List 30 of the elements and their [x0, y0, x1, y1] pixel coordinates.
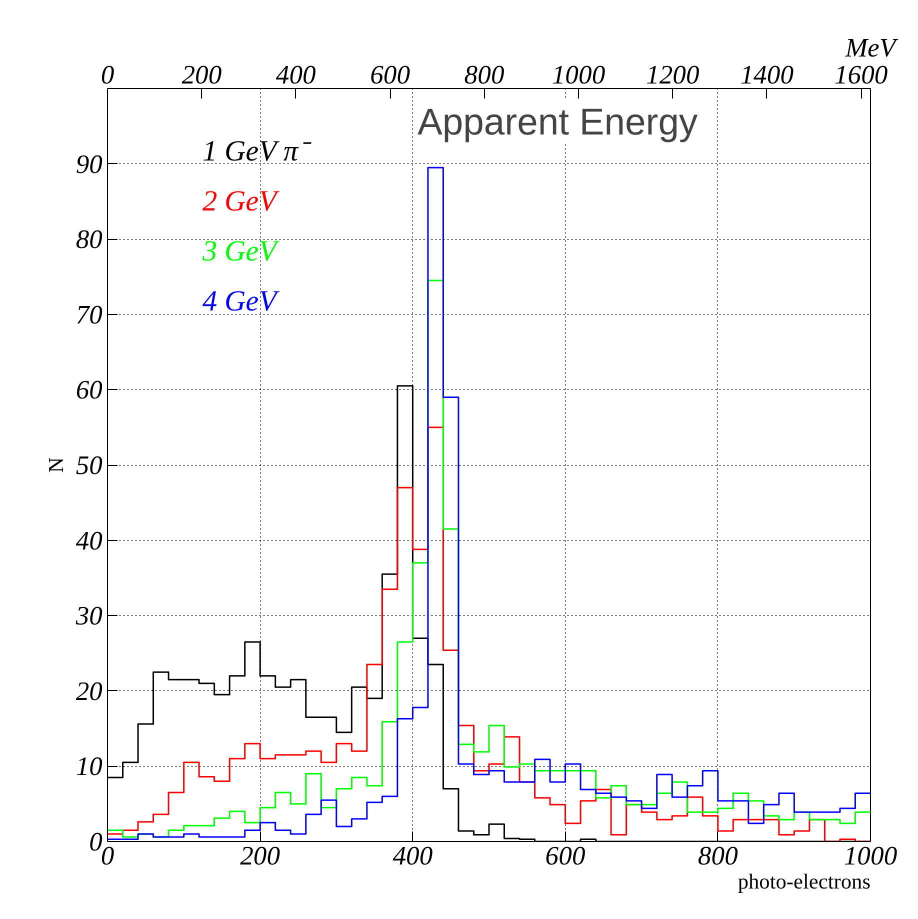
y-tick-label: 40 [76, 525, 102, 556]
y-tick-label: 90 [76, 148, 102, 179]
y-tick-label: 30 [74, 600, 102, 631]
text: 3 GeV [202, 236, 280, 268]
y-tick-label: 50 [76, 450, 102, 480]
y-tick-label: 20 [76, 676, 102, 706]
x-axis-title: photo-electrons [738, 870, 871, 894]
x2-axis-title: MeV [844, 32, 898, 62]
text: 4 GeV [202, 286, 280, 318]
text: 2 GeV [202, 186, 280, 218]
x2-tick-label: 800 [464, 60, 504, 90]
x-tick-label: 200 [240, 840, 280, 870]
x2-tick-label: 1200 [646, 60, 700, 90]
y-tick-label: 80 [76, 224, 102, 254]
y-tick-label: 60 [76, 374, 102, 405]
x-tick-label: 600 [545, 840, 586, 870]
x-tick-label: 400 [392, 840, 433, 870]
x2-tick-label: 600 [370, 60, 410, 90]
x2-tick-label: 1000 [552, 60, 606, 90]
y-tick-label: 10 [76, 751, 102, 782]
text: 1 GeV π⁻ [202, 136, 312, 168]
x-tick-label: 800 [698, 840, 738, 870]
x2-tick-label: 1400 [740, 60, 794, 90]
x-tick-label: 1000 [844, 840, 898, 870]
x2-tick-label: 400 [276, 60, 316, 90]
y-tick-label: 70 [76, 299, 102, 330]
x2-tick-label: 200 [182, 60, 222, 90]
y-axis-title: N [44, 457, 68, 473]
chart-title: Apparent Energy [418, 100, 698, 142]
x2-tick-label: 1600 [834, 60, 888, 90]
